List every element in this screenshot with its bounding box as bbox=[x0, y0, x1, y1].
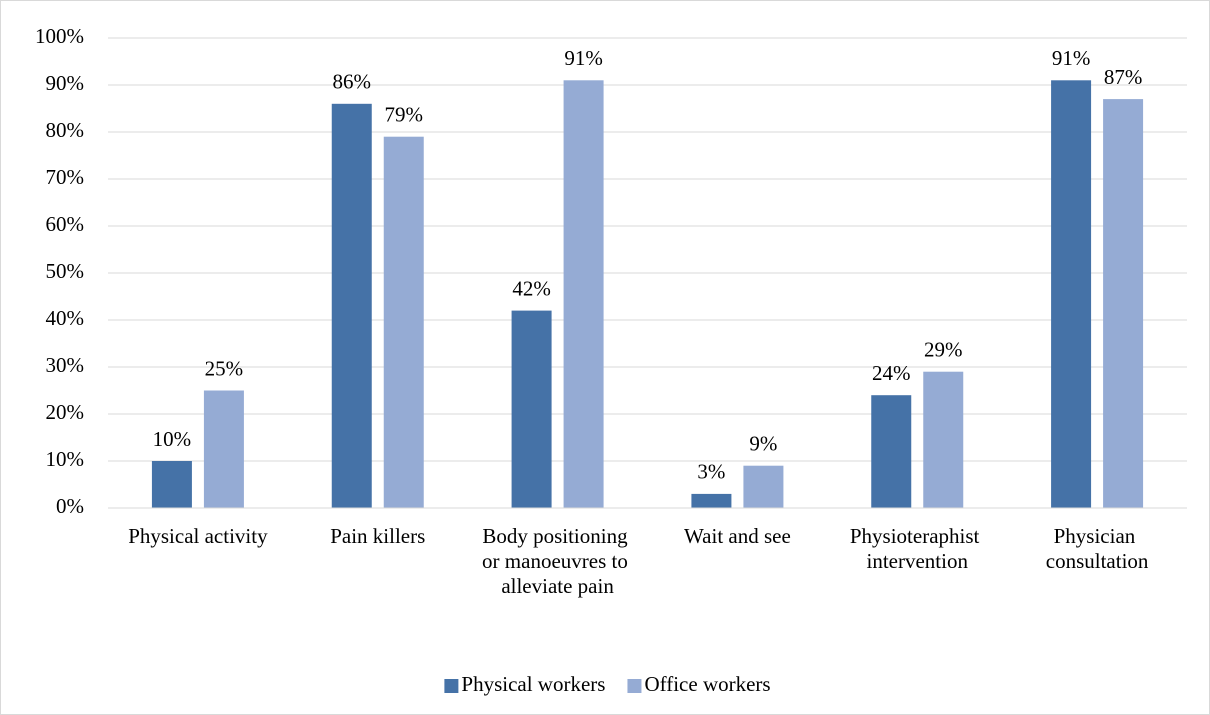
y-tick-label: 10% bbox=[46, 447, 85, 471]
bar bbox=[511, 310, 552, 508]
legend: Physical workers Office workers bbox=[444, 672, 771, 696]
bar bbox=[203, 390, 244, 508]
data-label: 42% bbox=[512, 276, 551, 300]
y-tick-label: 50% bbox=[46, 259, 85, 283]
bar bbox=[1103, 99, 1144, 508]
data-label: 24% bbox=[872, 361, 911, 385]
y-tick-label: 80% bbox=[46, 118, 85, 142]
bar bbox=[383, 136, 424, 508]
data-label: 25% bbox=[205, 356, 244, 380]
bar bbox=[871, 395, 912, 508]
data-label: 3% bbox=[697, 460, 725, 484]
y-tick-label: 100% bbox=[35, 24, 84, 48]
bar bbox=[923, 371, 964, 508]
y-tick-label: 40% bbox=[46, 306, 85, 330]
x-tick-label: Body positioning or manoeuvres to allevi… bbox=[482, 524, 633, 598]
data-label: 86% bbox=[333, 70, 372, 94]
x-tick-label: Wait and see bbox=[684, 524, 791, 548]
data-label: 9% bbox=[749, 432, 777, 456]
data-label: 91% bbox=[1052, 46, 1091, 70]
y-tick-label: 60% bbox=[46, 212, 85, 236]
bar bbox=[151, 461, 192, 508]
bar bbox=[331, 103, 372, 509]
legend-label: Office workers bbox=[644, 672, 770, 696]
legend-swatch bbox=[627, 679, 642, 693]
data-label: 91% bbox=[564, 46, 603, 70]
y-tick-label: 20% bbox=[46, 400, 85, 424]
y-tick-label: 0% bbox=[56, 494, 84, 518]
legend-swatch bbox=[444, 679, 459, 693]
bar bbox=[1051, 80, 1092, 509]
y-tick-label: 90% bbox=[46, 71, 85, 95]
x-tick-label: Physioteraphist intervention bbox=[850, 524, 985, 573]
legend-label: Physical workers bbox=[461, 672, 605, 696]
x-tick-label: Physician consultation bbox=[1046, 524, 1149, 573]
bar bbox=[563, 80, 604, 509]
bar bbox=[691, 493, 732, 508]
x-tick-label: Physical activity bbox=[128, 524, 268, 548]
y-tick-label: 70% bbox=[46, 165, 85, 189]
data-label: 79% bbox=[385, 103, 424, 127]
data-label: 87% bbox=[1104, 65, 1143, 89]
x-tick-label: Pain killers bbox=[330, 524, 425, 548]
y-tick-label: 30% bbox=[46, 353, 85, 377]
data-label: 10% bbox=[153, 427, 192, 451]
data-label: 29% bbox=[924, 338, 963, 362]
bar bbox=[743, 465, 784, 508]
